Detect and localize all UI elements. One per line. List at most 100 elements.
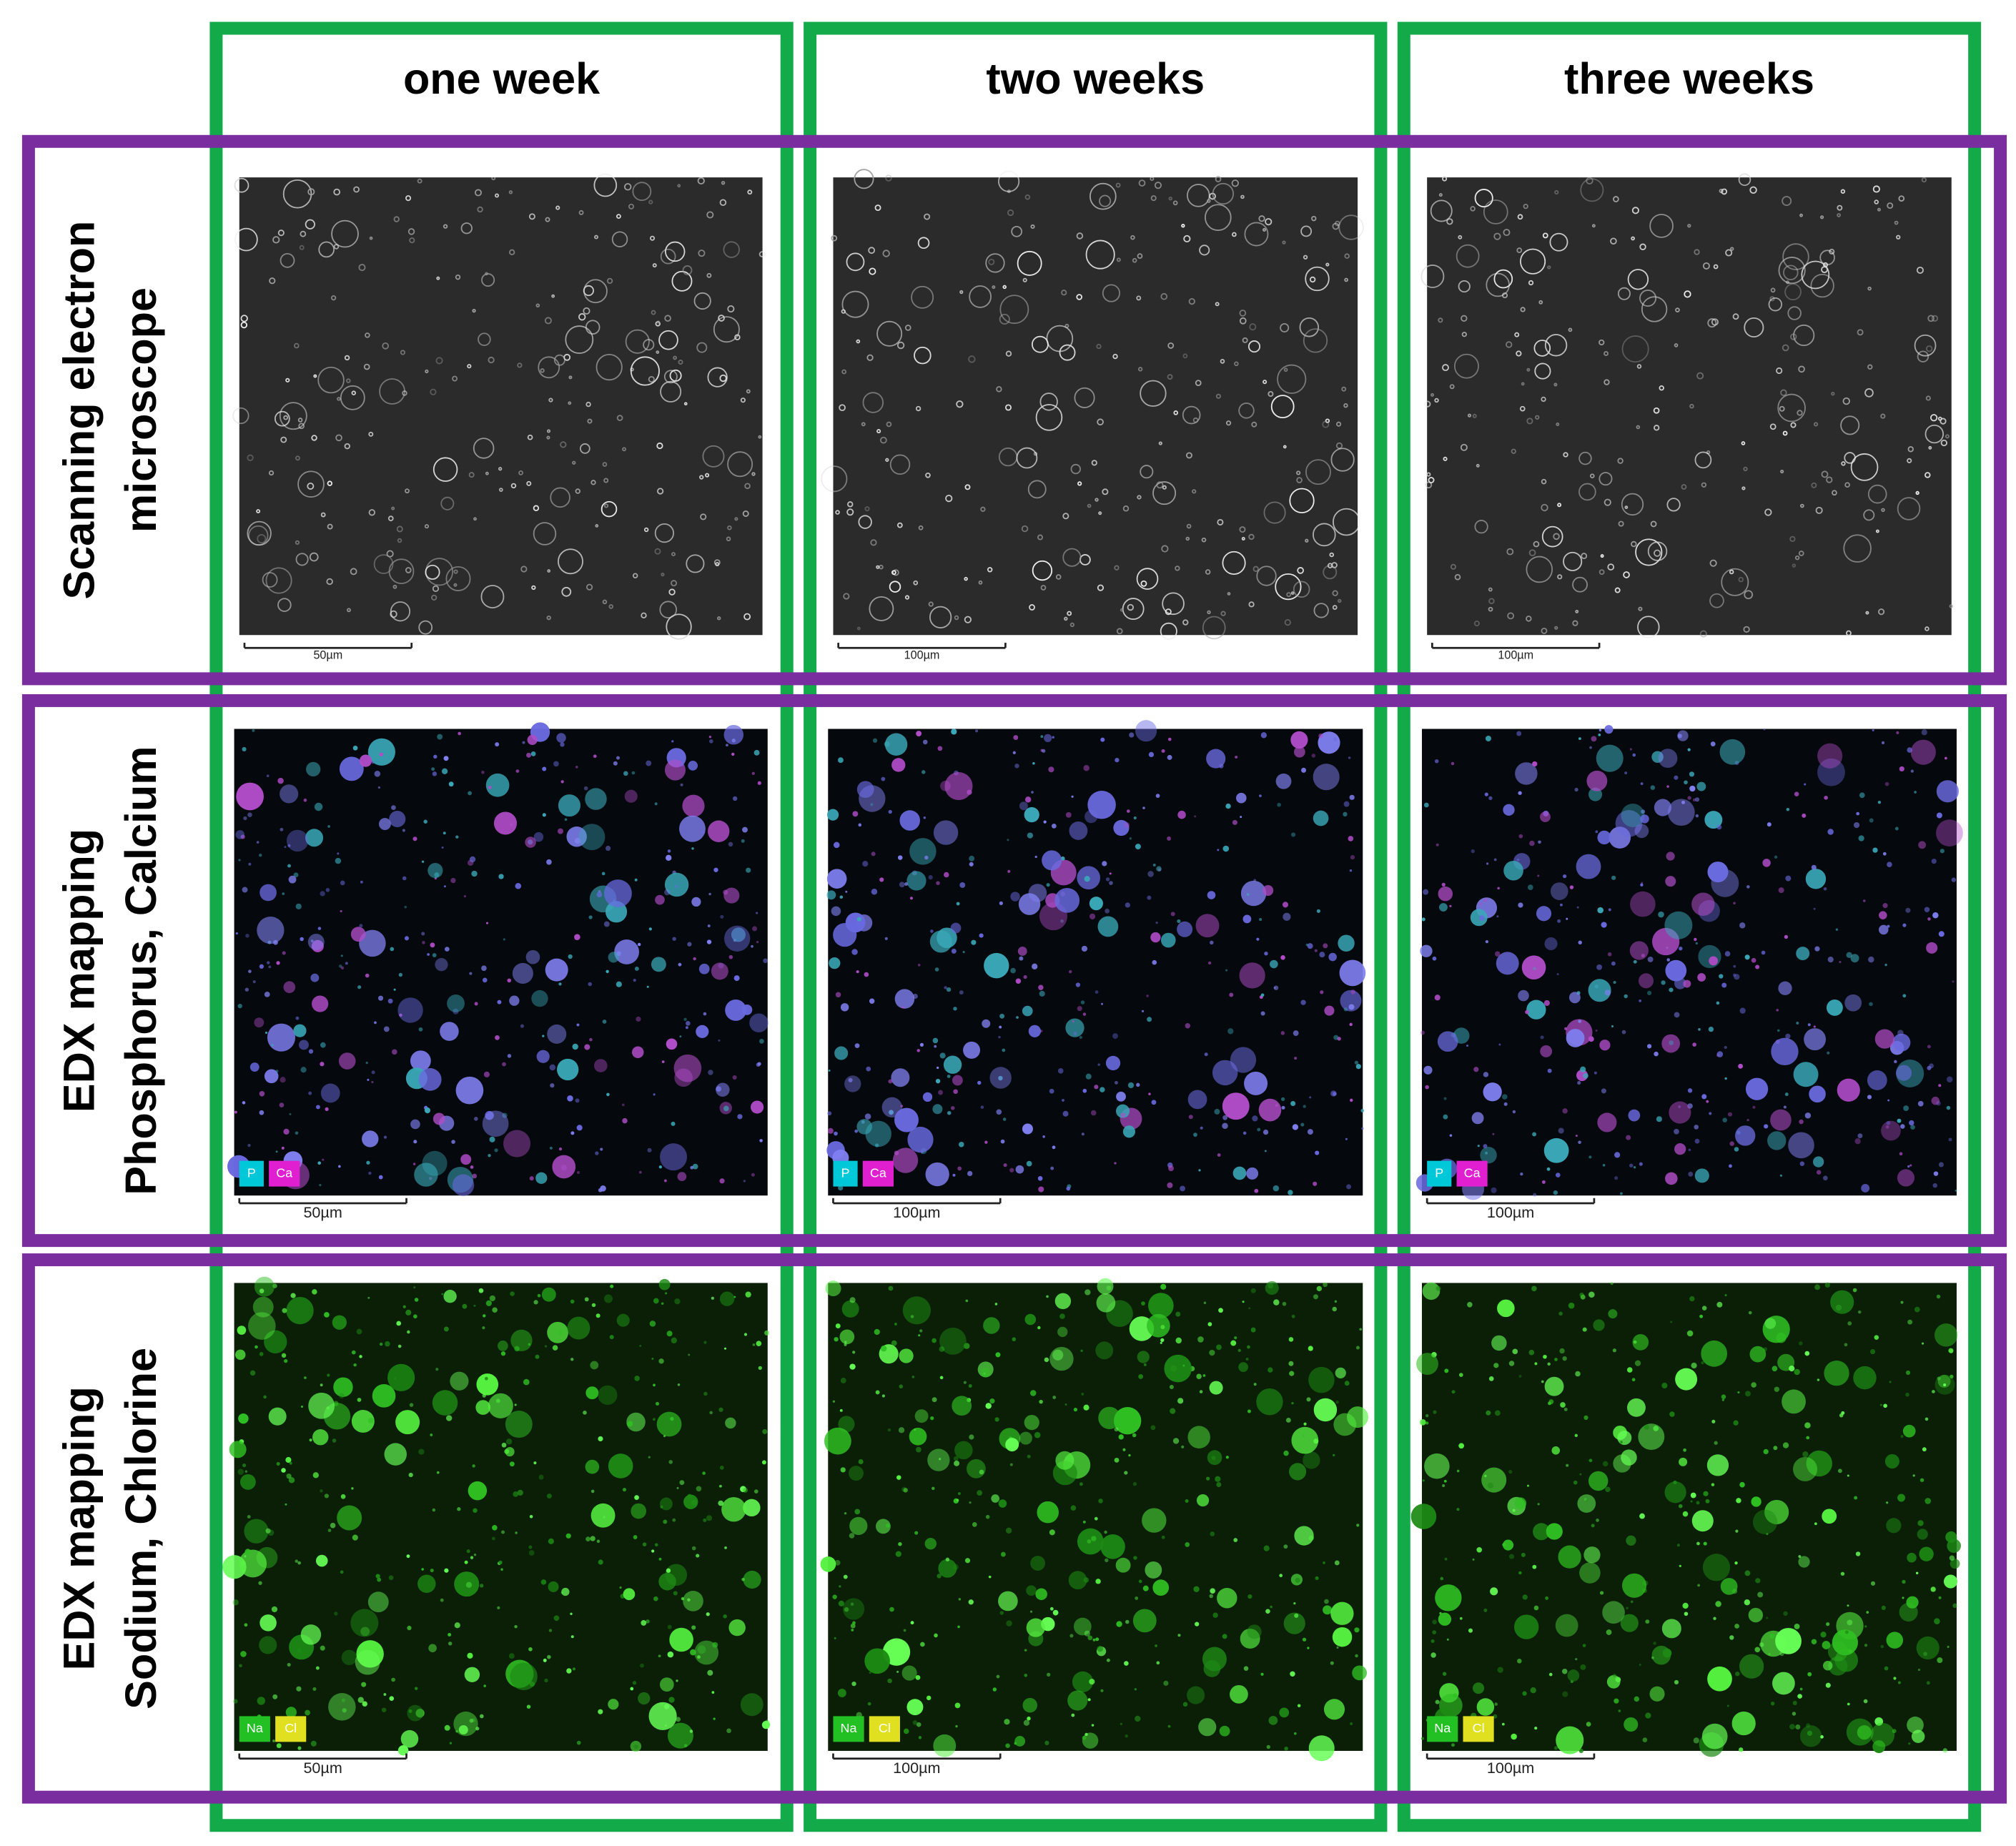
texture-dot xyxy=(1813,907,1816,910)
texture-dot xyxy=(1152,1579,1170,1596)
texture-dot xyxy=(236,782,264,811)
scale-label: 100µm xyxy=(1498,648,1533,661)
texture-dot xyxy=(1303,328,1328,353)
texture-dot xyxy=(1661,980,1666,985)
texture-dot xyxy=(1689,403,1694,409)
texture-dot xyxy=(870,539,877,546)
texture-dot xyxy=(691,1546,696,1551)
texture-dot xyxy=(1596,744,1624,772)
texture-dot xyxy=(1260,1672,1264,1676)
texture-dot xyxy=(1621,493,1644,516)
texture-dot xyxy=(1019,956,1024,961)
texture-dot xyxy=(540,1579,547,1585)
texture-dot xyxy=(1522,1594,1528,1600)
texture-dot xyxy=(1207,891,1216,899)
texture-dot xyxy=(891,1068,910,1087)
texture-dot xyxy=(708,892,711,896)
texture-dot xyxy=(1263,380,1268,385)
texture-dot xyxy=(428,862,443,879)
texture-dot xyxy=(508,190,513,194)
texture-dot xyxy=(1892,1033,1911,1052)
texture-dot xyxy=(467,364,472,369)
texture-dot xyxy=(1544,937,1558,951)
texture-dot xyxy=(1283,1450,1289,1456)
texture-dot xyxy=(1837,1078,1860,1102)
texture-dot xyxy=(1028,1025,1042,1037)
texture-dot xyxy=(1932,1390,1935,1393)
texture-dot xyxy=(712,1642,718,1648)
texture-dot xyxy=(1629,748,1632,751)
texture-dot xyxy=(1799,1687,1803,1691)
texture-dot xyxy=(1207,610,1211,615)
texture-dot xyxy=(1847,1604,1849,1607)
texture-dot xyxy=(892,569,899,576)
texture-dot xyxy=(1669,1040,1674,1045)
texture-dot xyxy=(1936,812,1942,819)
texture-dot xyxy=(1591,224,1596,228)
texture-dot xyxy=(1782,344,1789,352)
texture-dot xyxy=(1511,1733,1517,1740)
texture-dot xyxy=(737,1114,743,1120)
texture-dot xyxy=(572,460,576,465)
texture-dot xyxy=(648,1456,651,1458)
texture-dot xyxy=(1253,1383,1257,1386)
texture-dot xyxy=(1714,1441,1718,1445)
texture-dot xyxy=(648,375,655,383)
texture-dot xyxy=(967,1170,973,1177)
texture-dot xyxy=(1564,1027,1568,1030)
texture-dot xyxy=(676,1717,681,1722)
texture-dot xyxy=(1863,899,1866,902)
texture-dot xyxy=(1870,1581,1876,1586)
texture-dot xyxy=(1924,626,1929,631)
texture-dot xyxy=(414,1298,419,1302)
texture-dot xyxy=(1602,1461,1609,1467)
texture-dot xyxy=(1356,1524,1360,1527)
texture-dot xyxy=(845,890,848,893)
texture-dot xyxy=(623,183,632,191)
texture-dot xyxy=(1238,1362,1248,1372)
texture-dot xyxy=(756,912,759,914)
texture-dot xyxy=(1095,1579,1101,1584)
texture-dot xyxy=(249,1370,256,1376)
texture-dot xyxy=(1940,418,1947,425)
texture-dot xyxy=(305,829,324,847)
texture-dot xyxy=(998,1035,1001,1039)
texture-dot xyxy=(574,837,581,844)
texture-dot xyxy=(1141,1301,1145,1306)
texture-dot xyxy=(421,932,425,936)
texture-dot xyxy=(576,1170,580,1175)
texture-dot xyxy=(1303,1434,1305,1437)
texture-dot xyxy=(999,1611,1004,1615)
texture-dot xyxy=(1903,1105,1909,1111)
texture-dot xyxy=(498,1560,503,1565)
texture-dot xyxy=(726,1728,731,1734)
texture-dot xyxy=(1630,1600,1634,1604)
texture-dot xyxy=(1929,1063,1934,1069)
texture-dot xyxy=(1181,224,1185,228)
texture-dot xyxy=(1575,1658,1578,1661)
texture-dot xyxy=(1724,951,1731,957)
scale-label: 100µm xyxy=(893,1759,940,1777)
row-frame xyxy=(21,1253,2007,1804)
texture-dot xyxy=(1541,525,1563,548)
texture-dot xyxy=(1352,1665,1368,1681)
texture-dot xyxy=(1459,1617,1463,1620)
texture-dot xyxy=(1646,1044,1652,1049)
texture-dot xyxy=(925,472,931,478)
texture-dot xyxy=(1241,536,1245,541)
texture-dot xyxy=(424,1107,431,1114)
texture-dot xyxy=(963,1381,967,1384)
texture-dot xyxy=(527,734,538,745)
texture-dot xyxy=(335,434,342,442)
texture-dot xyxy=(383,1693,387,1696)
legend-swatch xyxy=(239,1160,264,1187)
texture-dot xyxy=(723,1614,727,1619)
texture-dot xyxy=(1196,1373,1202,1379)
texture-dot xyxy=(756,940,759,944)
texture-dot xyxy=(1776,1009,1779,1012)
texture-dot xyxy=(1916,266,1924,274)
texture-dot xyxy=(1907,458,1912,463)
texture-dot xyxy=(549,1064,556,1071)
texture-dot xyxy=(1855,1551,1861,1556)
texture-dot xyxy=(1050,1166,1054,1170)
